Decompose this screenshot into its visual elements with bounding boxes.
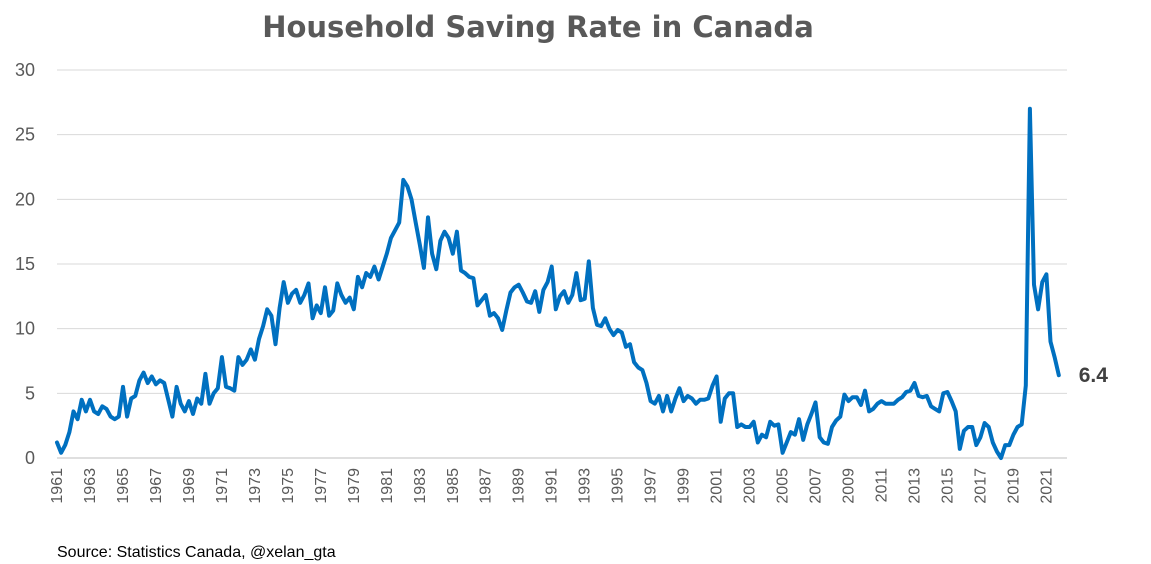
source-note: Source: Statistics Canada, @xelan_gta <box>57 544 336 561</box>
x-tick-label: 1981 <box>379 468 396 504</box>
x-tick-label: 1973 <box>247 468 264 504</box>
x-tick-label: 1985 <box>445 468 462 504</box>
y-tick-label: 5 <box>25 383 35 403</box>
x-tick-label: 1995 <box>610 468 627 504</box>
x-tick-label: 2001 <box>709 468 726 504</box>
x-tick-label: 1965 <box>115 468 132 504</box>
series-line <box>55 106 1061 460</box>
x-tick-label: 1969 <box>181 468 198 504</box>
x-tick-label: 2019 <box>1005 468 1022 504</box>
chart-title: Household Saving Rate in Canada <box>262 10 814 44</box>
x-tick-label: 2015 <box>939 468 956 504</box>
y-tick-label: 0 <box>25 448 35 468</box>
x-tick-label: 1961 <box>49 468 66 504</box>
x-tick-label: 1979 <box>346 468 363 504</box>
x-tick-label: 2011 <box>873 468 890 503</box>
x-tick-label: 1975 <box>280 468 297 504</box>
y-axis-tick-labels: 0 5 10 15 20 25 30 <box>15 60 35 468</box>
y-tick-label: 25 <box>15 125 35 145</box>
y-tick-label: 20 <box>15 189 35 209</box>
x-tick-label: 1987 <box>478 468 495 504</box>
x-tick-label: 2017 <box>972 468 989 504</box>
x-tick-label: 1989 <box>511 468 528 504</box>
series-group <box>55 106 1061 460</box>
y-tick-label: 10 <box>15 319 35 339</box>
y-tick-label: 15 <box>15 254 35 274</box>
x-tick-label: 1997 <box>643 468 660 504</box>
gridlines <box>57 69 1067 459</box>
x-tick-label: 1991 <box>544 468 561 504</box>
x-tick-label: 1993 <box>577 468 594 504</box>
end-labels: 6.4 <box>1079 364 1109 387</box>
x-tick-label: 2013 <box>906 468 923 504</box>
end-value-label: 6.4 <box>1079 364 1109 387</box>
x-tick-label: 2021 <box>1038 468 1055 504</box>
x-tick-label: 2003 <box>742 468 759 504</box>
x-tick-label: 2005 <box>775 468 792 504</box>
x-tick-label: 1967 <box>148 468 165 504</box>
x-tick-label: 2007 <box>808 468 825 504</box>
x-tick-label: 1999 <box>676 468 693 504</box>
x-tick-label: 1983 <box>412 468 429 504</box>
x-tick-label: 1963 <box>82 468 99 504</box>
x-tick-label: 1971 <box>214 468 231 504</box>
y-tick-label: 30 <box>15 60 35 80</box>
x-tick-label: 1977 <box>313 468 330 504</box>
x-tick-label: 2009 <box>841 468 858 504</box>
x-axis-tick-labels: 1961 1963 1965 1967 1969 1971 1973 1975 1977 1979… <box>49 468 1055 504</box>
